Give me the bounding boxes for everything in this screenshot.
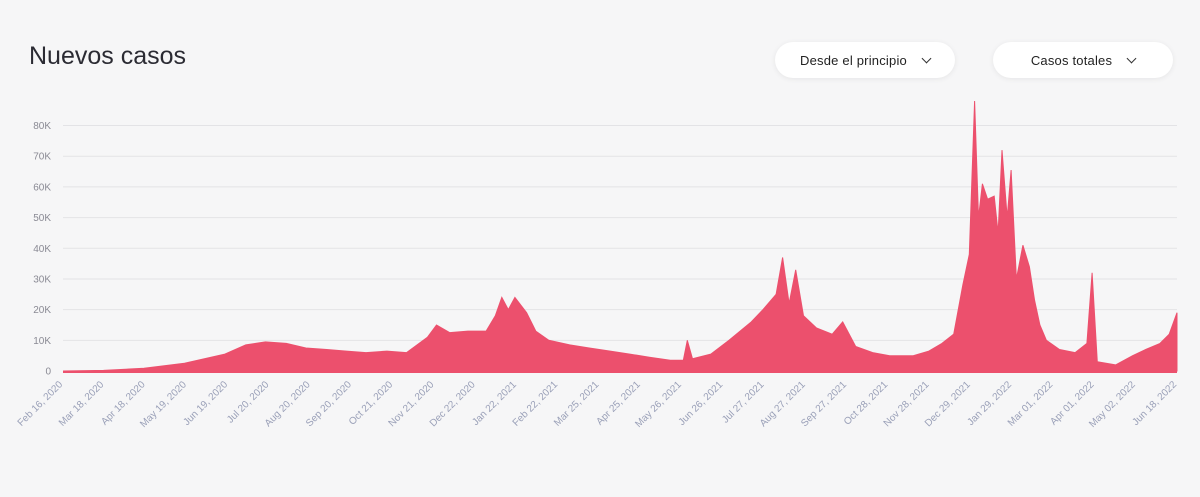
x-tick-label: Jun 18, 2022 (1130, 379, 1179, 428)
y-tick-label: 50K (33, 213, 51, 224)
y-tick-label: 80K (33, 121, 51, 132)
metric-dropdown[interactable]: Casos totales (993, 42, 1173, 78)
page-title: Nuevos casos (29, 42, 187, 70)
range-dropdown[interactable]: Desde el principio (775, 42, 955, 78)
x-tick-label: Jun 26, 2021 (677, 379, 726, 428)
y-tick-label: 30K (33, 274, 51, 285)
series-area (62, 100, 1178, 372)
metric-dropdown-label: Casos totales (1030, 52, 1113, 68)
y-tick-label: 0 (45, 367, 51, 378)
range-dropdown-label: Desde el principio (800, 52, 907, 68)
y-tick-label: 20K (33, 305, 51, 316)
y-tick-label: 10K (33, 336, 51, 347)
y-tick-label: 40K (33, 244, 51, 255)
y-tick-label: 60K (33, 182, 51, 193)
y-tick-label: 70K (33, 152, 51, 163)
x-tick-label: Jun 19, 2020 (181, 379, 230, 428)
